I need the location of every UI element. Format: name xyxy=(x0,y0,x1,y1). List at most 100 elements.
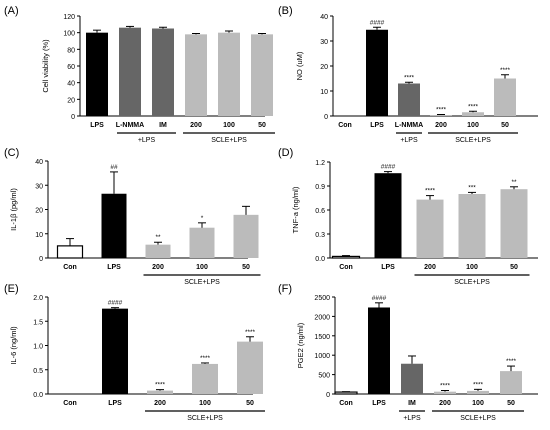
bar xyxy=(494,78,516,116)
x-tick-label: Con xyxy=(338,122,352,129)
significance-marker: **** xyxy=(473,381,484,388)
bar xyxy=(233,214,259,258)
x-tick-label: 50 xyxy=(242,264,250,271)
significance-marker: *** xyxy=(468,184,476,191)
x-tick-label: LPS xyxy=(107,264,121,271)
x-tick-label: IM xyxy=(159,122,167,129)
group-label: SCLE+LPS xyxy=(460,415,496,422)
y-tick-label: 30 xyxy=(35,183,43,190)
panel-label: (A) xyxy=(4,5,19,17)
y-tick-label: 1.0 xyxy=(33,344,43,351)
significance-marker: **** xyxy=(425,188,436,195)
significance-marker: **** xyxy=(506,358,517,365)
bar xyxy=(86,32,108,116)
chart-panel-4: (D) 0.0 0.3 0.6 0.9 1.2 TNF-a (ng/ml) Con #### LP… xyxy=(278,147,538,286)
x-tick-label: 100 xyxy=(467,122,479,129)
x-tick-label: 50 xyxy=(258,122,266,129)
y-tick-label: 0 xyxy=(324,114,328,121)
y-axis-title: PGE2 (ng/ml) xyxy=(296,322,305,368)
y-tick-label: 0.3 xyxy=(315,232,325,239)
chart-panel-5: (E) 0.0 0.5 1.0 1.5 2.0 IL-6 (ng/ml) Con #### LPS… xyxy=(4,283,265,422)
y-tick-label: 20 xyxy=(35,208,43,215)
panel-label: (E) xyxy=(4,283,19,295)
bar xyxy=(401,363,423,394)
x-tick-label: IM xyxy=(408,400,416,407)
y-tick-label: 60 xyxy=(67,64,75,71)
x-tick-label: Con xyxy=(63,400,77,407)
bar xyxy=(366,29,388,116)
bar xyxy=(185,34,207,117)
significance-marker: #### xyxy=(370,19,385,26)
y-tick-label: 100 xyxy=(63,31,75,38)
bar xyxy=(251,34,273,117)
x-tick-label: 100 xyxy=(196,264,208,271)
y-axis-title: NO (uM) xyxy=(295,51,304,80)
chart-panel-2: (B) 0 10 20 30 40 NO (uM) Con #### LPS **** L-NMMA *… xyxy=(278,5,538,144)
y-tick-label: 0 xyxy=(39,256,43,263)
significance-marker: **** xyxy=(155,382,166,389)
bar xyxy=(192,363,218,394)
x-tick-label: 100 xyxy=(466,264,478,271)
y-tick-label: 0.6 xyxy=(315,208,325,215)
group-label: SCLE+LPS xyxy=(454,279,490,286)
x-tick-label: 200 xyxy=(424,264,436,271)
group-label: SCLE+LPS xyxy=(211,137,247,144)
y-tick-label: 0 xyxy=(326,392,330,399)
y-tick-label: 0.5 xyxy=(33,368,43,375)
bar xyxy=(56,245,84,259)
bar xyxy=(147,390,173,394)
group-label: +LPS xyxy=(403,415,421,422)
bar xyxy=(334,391,358,395)
significance-marker: ** xyxy=(155,234,161,241)
y-tick-label: 10 xyxy=(320,89,328,96)
x-tick-label: LPS xyxy=(381,264,395,271)
y-axis-title: Cell viability (%) xyxy=(41,39,50,93)
bar xyxy=(467,390,489,394)
group-label: SCLE+LPS xyxy=(184,279,220,286)
x-tick-label: LPS xyxy=(370,122,384,129)
y-axis-title: IL-6 (ng/ml) xyxy=(9,326,18,365)
y-tick-label: 80 xyxy=(67,47,75,54)
group-label: +LPS xyxy=(138,137,156,144)
y-tick-label: 0 xyxy=(71,114,75,121)
y-tick-label: 40 xyxy=(35,159,43,166)
bar xyxy=(368,307,390,394)
y-tick-label: 20 xyxy=(320,64,328,71)
bar xyxy=(189,227,215,258)
x-tick-label: LPS xyxy=(90,122,104,129)
x-tick-label: 100 xyxy=(223,122,235,129)
x-tick-label: L-NMMA xyxy=(116,122,144,129)
panel-label: (B) xyxy=(278,5,293,17)
y-tick-label: 1000 xyxy=(314,353,330,360)
significance-marker: **** xyxy=(440,383,451,390)
y-tick-label: 0.0 xyxy=(33,392,43,399)
significance-marker: **** xyxy=(436,107,447,114)
bar xyxy=(237,341,263,394)
bar xyxy=(101,193,127,258)
x-tick-label: 200 xyxy=(439,400,451,407)
x-tick-label: Con xyxy=(339,400,353,407)
chart-panel-1: (A) 0 20 40 60 80 100 120 Cell viability (%) LPS L… xyxy=(4,5,275,144)
y-tick-label: 0.9 xyxy=(315,184,325,191)
x-tick-label: Con xyxy=(339,264,353,271)
bar xyxy=(416,199,444,258)
x-tick-label: 50 xyxy=(246,400,254,407)
bar xyxy=(119,27,141,117)
bar xyxy=(462,112,484,116)
significance-marker: * xyxy=(201,215,204,222)
x-tick-label: 100 xyxy=(199,400,211,407)
x-tick-label: 100 xyxy=(472,400,484,407)
significance-marker: **** xyxy=(245,329,256,336)
bar xyxy=(331,255,361,259)
x-tick-label: 200 xyxy=(152,264,164,271)
y-tick-label: 120 xyxy=(63,14,75,21)
x-tick-label: 50 xyxy=(510,264,518,271)
significance-marker: #### xyxy=(381,164,396,171)
y-tick-label: 40 xyxy=(320,14,328,21)
significance-marker: ** xyxy=(511,179,517,186)
significance-marker: **** xyxy=(468,103,479,110)
panel-label: (F) xyxy=(278,283,292,295)
chart-panel-3: (C) 0 10 20 30 40 IL-1β (pg/ml) Con ## LPS ** 200 * 1… xyxy=(4,147,261,286)
bar xyxy=(434,391,456,394)
